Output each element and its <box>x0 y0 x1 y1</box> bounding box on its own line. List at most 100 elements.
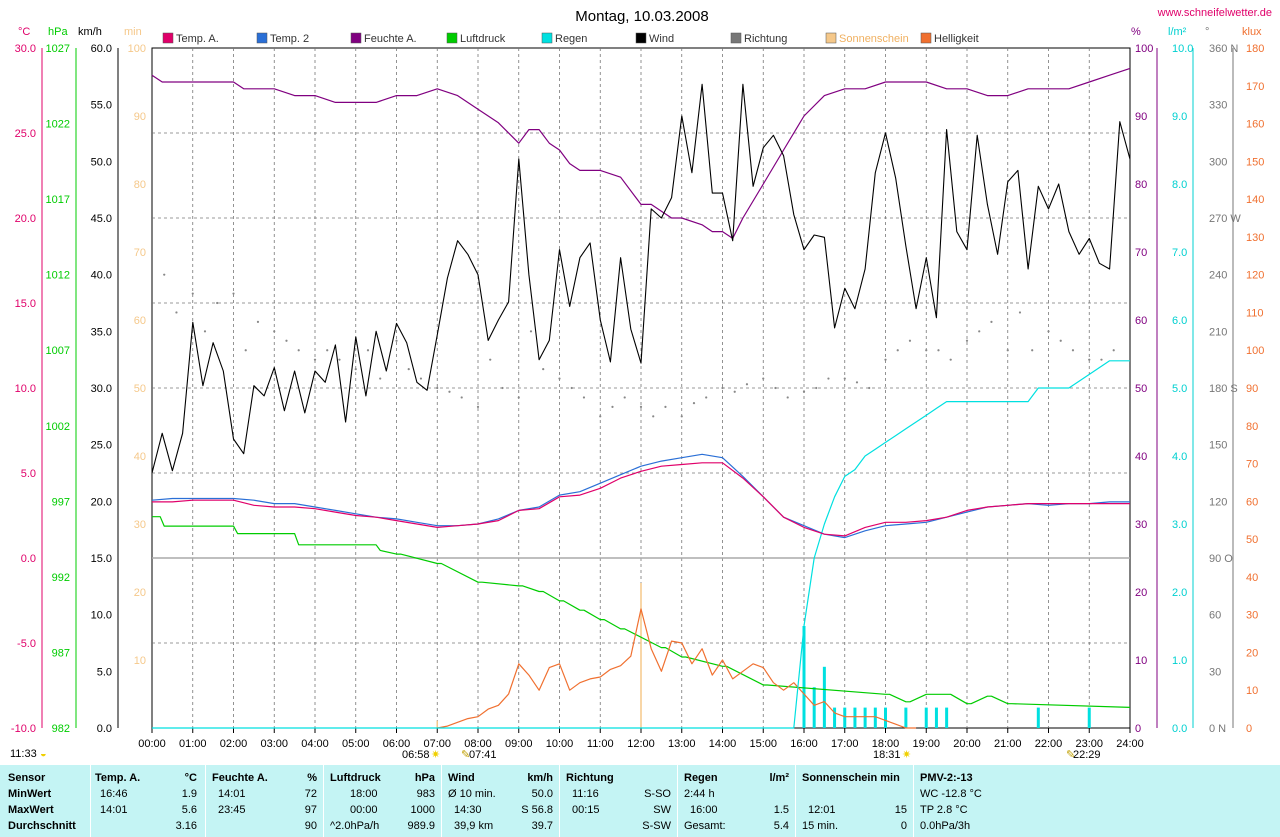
axis-tick-label: 992 <box>52 572 70 584</box>
axis-tick-label: 60 <box>1246 496 1258 508</box>
stats-sunshine: Sonnenschein min 12:01 15 15 min. 0 <box>795 765 913 837</box>
axis-tick-label: 2.0 <box>1172 587 1187 599</box>
sunrise-label: 06:58 <box>402 749 430 761</box>
row-label-sensor: Sensor <box>8 772 46 784</box>
x-tick-label: 19:00 <box>912 738 940 750</box>
axis-tick-label: 90 <box>1246 383 1258 395</box>
dawn-icon: ✎ <box>461 749 470 761</box>
richtung-point <box>1031 349 1034 352</box>
axis-tick-label: 1007 <box>46 345 70 357</box>
axis-tick-label: 240 <box>1209 270 1227 282</box>
stats-pressure: Luftdruck hPa 18:00 983 00:00 1000 ^2.0h… <box>323 765 441 837</box>
x-tick-label: 03:00 <box>260 738 288 750</box>
moonset-label: 11:33 <box>10 748 37 760</box>
axis-tick-label: 9.0 <box>1172 111 1187 123</box>
axis-unit-labels: °C hPa km/h min % l/m² ° klux <box>18 26 1262 38</box>
richtung-point <box>191 292 194 295</box>
richtung-point <box>680 415 683 418</box>
x-tick-label: 06:00 <box>383 738 411 750</box>
stats-row-labels: Sensor MinWert MaxWert Durchschnitt <box>0 765 90 837</box>
axis-tick-label: 90 O <box>1209 553 1233 565</box>
pressure-min: 983 <box>416 788 435 800</box>
richtung-point <box>273 330 276 333</box>
axis-tick-label: 130 <box>1246 232 1264 244</box>
axis-tick-label: 30.0 <box>91 383 112 395</box>
sunshine-avg: 0 <box>900 820 907 832</box>
direction-unit-label: ° <box>1205 26 1209 38</box>
regen-menge-bar <box>884 707 887 728</box>
wind-max-time: 14:30 <box>454 804 482 816</box>
moonrise-label: 22:29 <box>1073 749 1101 761</box>
humidity-min: 72 <box>304 788 317 800</box>
x-tick-label: 15:00 <box>749 738 777 750</box>
richtung-point <box>639 405 643 408</box>
legend-swatch <box>825 32 837 44</box>
axis-tick-label: 5.0 <box>97 666 112 678</box>
x-tick-label: 05:00 <box>342 738 370 750</box>
axis-tick-label: 40.0 <box>91 270 112 282</box>
temp-max-time: 14:01 <box>100 804 128 816</box>
temp-a-line <box>152 462 1130 537</box>
pressure-max-time: 00:00 <box>350 804 378 816</box>
richtung-point <box>175 311 178 314</box>
axis-tick-label: 15.0 <box>91 553 112 565</box>
direction-title: Richtung <box>566 772 614 784</box>
richtung-point <box>896 349 899 352</box>
axis-tick-label: 10 <box>134 655 146 667</box>
axis-tick-label: 4.0 <box>1172 451 1187 463</box>
pressure-unit: hPa <box>414 772 435 784</box>
richtung-point <box>326 349 329 352</box>
axis-tick-label: 10 <box>1135 655 1147 667</box>
x-tick-label: 18:00 <box>872 738 900 750</box>
richtung-point <box>990 320 993 323</box>
richtung-point <box>395 339 398 342</box>
x-tick-label: 23:00 <box>1075 738 1103 750</box>
axis-tick-label: 150 <box>1246 156 1264 168</box>
legend-label: Sonnenschein <box>839 33 909 45</box>
richtung-point <box>652 415 655 418</box>
richtung-point <box>1088 358 1091 361</box>
richtung-point <box>476 405 480 408</box>
richtung-point <box>232 292 235 295</box>
axis-tick-label: 100 <box>1135 43 1153 55</box>
sunshine-unit-label: min <box>124 26 142 38</box>
axis-tick-label: 80 <box>1246 421 1258 433</box>
wind-min-label: Ø 10 min. <box>448 788 496 800</box>
axis-tick-label: 20 <box>1135 587 1147 599</box>
wind-min: 50.0 <box>531 788 553 800</box>
x-tick-label: 09:00 <box>505 738 533 750</box>
right-axes: 100908070605040302010010.09.08.07.06.05.… <box>1135 43 1264 735</box>
pressure-trend: ^2.0hPa/h <box>330 820 380 832</box>
humidity-title: Feuchte A. <box>212 772 268 784</box>
x-tick-label: 10:00 <box>546 738 574 750</box>
axis-tick-label: 1022 <box>46 119 70 131</box>
humidity-max: 97 <box>304 804 317 816</box>
axis-tick-label: 30 <box>1209 666 1221 678</box>
axis-tick-label: 70 <box>134 247 146 259</box>
richtung-point <box>1071 349 1075 352</box>
axis-tick-label: 7.0 <box>1172 247 1187 259</box>
temp-min: 1.9 <box>181 788 197 800</box>
temp-avg: 3.16 <box>175 820 197 832</box>
richtung-point <box>925 349 928 352</box>
richtung-point <box>419 377 423 380</box>
x-tick-label: 17:00 <box>831 738 859 750</box>
chart-title: Montag, 10.03.2008 <box>575 8 708 25</box>
axis-tick-label: 100 <box>128 43 146 55</box>
humidity-unit: % <box>307 772 317 784</box>
axis-tick-label: 8.0 <box>1172 179 1187 191</box>
x-tick-label: 02:00 <box>220 738 248 750</box>
legend-label: Temp. A. <box>176 33 219 45</box>
axis-tick-label: -5.0 <box>17 638 36 650</box>
rain-unit-label: l/m² <box>1168 26 1187 38</box>
richtung-point <box>285 339 288 342</box>
axis-tick-label: 0 <box>1246 723 1252 735</box>
temp-2-line <box>151 453 1130 539</box>
legend-swatch <box>635 32 647 44</box>
axis-tick-label: 10.0 <box>91 610 112 622</box>
axis-tick-label: 35.0 <box>91 326 112 338</box>
axis-tick-label: 10 <box>1246 685 1258 697</box>
richtung-point <box>338 358 341 361</box>
axis-tick-label: 1.0 <box>1172 655 1187 667</box>
pressure-max: 1000 <box>410 804 435 816</box>
